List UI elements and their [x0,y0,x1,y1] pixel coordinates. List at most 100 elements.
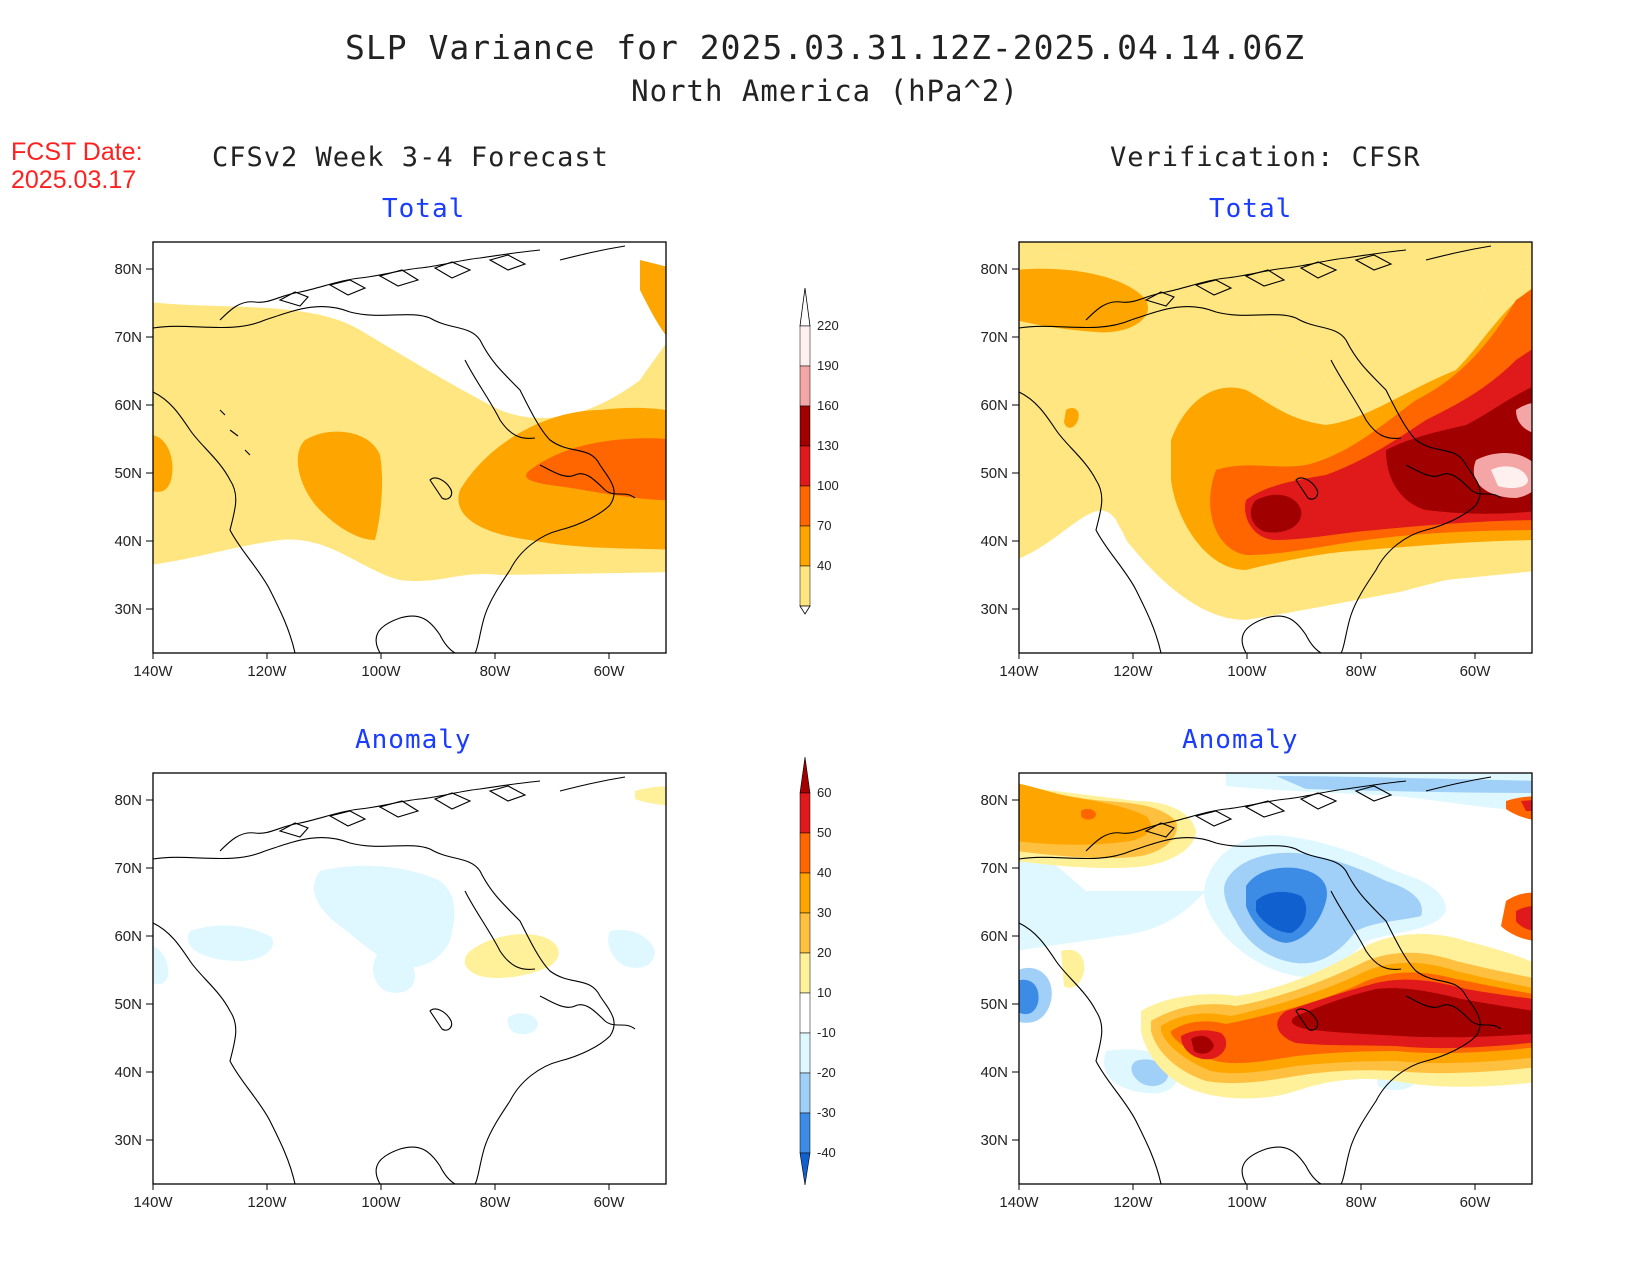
total-colorbar-top-arrow [799,287,811,327]
forecast-anomaly-frame [152,772,667,1185]
lat-label-50n: 50N [114,996,142,1013]
lat-label-70n: 70N [980,329,1008,346]
anomaly-level-10: 10 [817,985,831,1000]
fcst-date-value: 2025.03.17 [11,166,137,194]
anomaly-colorbar-segment [799,792,811,834]
total-colorbar-segment [799,365,811,407]
forecast-total-frame [152,241,667,654]
total-colorbar-segment [799,445,811,487]
lon-label-120w: 120W [247,663,287,680]
verification-total-lat-axis: 80N 70N 60N 50N 40N 30N [980,261,1019,618]
forecast-anomaly-lon-axis: 140W 120W 100W 80W 60W [133,1184,625,1211]
lon-label-80w: 80W [480,663,512,680]
total-colorbar-segment [799,565,811,607]
lat-label-30n: 30N [980,1132,1008,1149]
total-colorbar-ticks: 220 190 160 130 100 70 40 [817,318,839,573]
forecast-total-lat-axis: 80N 70N 60N 50N 40N 30N [114,261,153,618]
anomaly-level-neg10: -10 [817,1025,836,1040]
lat-label-80n: 80N [114,261,142,278]
lat-label-40n: 40N [980,533,1008,550]
lon-label-120w: 120W [247,1194,287,1211]
verification-anomaly-map: 80N 70N 60N 50N 40N 30N 140W 120W 100W 8… [980,772,1533,1211]
lat-label-40n: 40N [114,533,142,550]
total-level-190: 190 [817,358,839,373]
lon-label-80w: 80W [1346,663,1378,680]
lat-label-30n: 30N [114,601,142,618]
total-level-40: 40 [817,558,831,573]
lon-label-140w: 140W [999,1194,1039,1211]
forecast-anomaly-coastlines [153,776,636,1184]
lat-label-80n: 80N [980,792,1008,809]
lon-label-60w: 60W [594,663,626,680]
lat-label-40n: 40N [980,1064,1008,1081]
anomaly-colorbar-segment [799,952,811,994]
total-level-130: 130 [817,438,839,453]
verification-total-coastlines [1019,245,1502,653]
anomaly-colorbar-segment [799,872,811,914]
fcst-date-label: FCST Date: [11,138,143,166]
verification-total-lon-axis: 140W 120W 100W 80W 60W [999,653,1491,680]
anomaly-colorbar-bottom-arrow [799,1152,811,1186]
anomaly-level-50: 50 [817,825,831,840]
anomaly-level-60: 60 [817,785,831,800]
lat-label-30n: 30N [114,1132,142,1149]
anomaly-level-30: 30 [817,905,831,920]
lon-label-100w: 100W [361,1194,401,1211]
total-colorbar-segment [799,525,811,567]
anomaly-level-neg30: -30 [817,1105,836,1120]
lon-label-60w: 60W [1460,663,1492,680]
forecast-anomaly-map: 80N 70N 60N 50N 40N 30N 140W 120W 100W 8… [114,772,667,1211]
forecast-column-title: CFSv2 Week 3-4 Forecast [212,142,609,173]
lat-label-40n: 40N [114,1064,142,1081]
anomaly-colorbar-segment [799,992,811,1034]
total-colorbar-segment [799,485,811,527]
verification-anomaly-title: Anomaly [1182,725,1299,755]
total-level-220: 220 [817,318,839,333]
total-colorbar-bottom-arrow [799,605,811,615]
anomaly-colorbar-segment [799,1112,811,1154]
anomaly-level-neg40: -40 [817,1145,836,1160]
verification-anomaly-frame [1018,772,1533,1185]
lat-label-60n: 60N [114,928,142,945]
lon-label-80w: 80W [1346,1194,1378,1211]
total-level-160: 160 [817,398,839,413]
anomaly-colorbar-top-arrow [799,756,811,794]
figure-title-line2: North America (hPa^2) [631,74,1019,108]
verification-column-title: Verification: CFSR [1110,142,1421,173]
anomaly-colorbar-segment [799,832,811,874]
lat-label-60n: 60N [980,397,1008,414]
lon-label-80w: 80W [480,1194,512,1211]
forecast-total-title: Total [382,194,466,224]
lon-label-100w: 100W [1227,663,1267,680]
total-colorbar-segment [799,405,811,447]
fcst-date-block: FCST Date: 2025.03.17 [11,138,143,194]
forecast-anomaly-shading [153,773,666,1184]
lon-label-60w: 60W [594,1194,626,1211]
lat-label-60n: 60N [114,397,142,414]
verification-anomaly-lat-axis: 80N 70N 60N 50N 40N 30N [980,792,1019,1149]
lon-label-100w: 100W [361,663,401,680]
lat-label-70n: 70N [980,860,1008,877]
total-colorbar-segment [799,325,811,367]
figure-title-line1: SLP Variance for 2025.03.31.12Z-2025.04.… [345,28,1305,67]
total-colorbar: 220 190 160 130 100 70 40 [799,287,839,615]
anomaly-colorbar-segment [799,1032,811,1074]
forecast-total-shading [153,242,666,653]
lon-label-120w: 120W [1113,663,1153,680]
lat-label-50n: 50N [980,465,1008,482]
forecast-anomaly-lat-axis: 80N 70N 60N 50N 40N 30N [114,792,153,1149]
verification-total-shading [1019,242,1532,653]
lon-label-140w: 140W [999,663,1039,680]
forecast-total-lon-axis: 140W 120W 100W 80W 60W [133,653,625,680]
lat-label-50n: 50N [114,465,142,482]
forecast-anomaly-title: Anomaly [355,725,472,755]
verification-total-map: 80N 70N 60N 50N 40N 30N 140W 120W 100W 8… [980,241,1533,680]
verification-anomaly-lon-axis: 140W 120W 100W 80W 60W [999,1184,1491,1211]
anomaly-colorbar-segment [799,912,811,954]
verification-total-title: Total [1209,194,1293,224]
lon-label-60w: 60W [1460,1194,1492,1211]
forecast-total-coastlines [153,245,636,653]
lon-label-120w: 120W [1113,1194,1153,1211]
total-level-100: 100 [817,478,839,493]
lat-label-30n: 30N [980,601,1008,618]
